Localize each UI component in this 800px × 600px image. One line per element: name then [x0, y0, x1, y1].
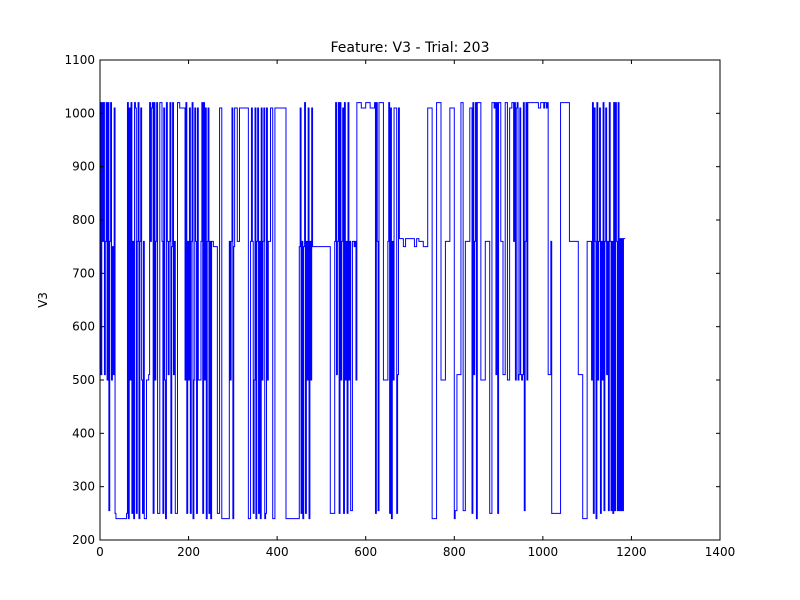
y-tick-label: 700	[72, 266, 95, 280]
y-axis-label: V3	[36, 292, 50, 308]
y-tick-label: 500	[72, 373, 95, 387]
plot-frame	[99, 59, 721, 541]
x-tick-label: 200	[177, 545, 200, 559]
y-tick-label: 400	[72, 426, 95, 440]
x-tick-label: 1200	[616, 545, 647, 559]
y-tick-label: 900	[72, 160, 95, 174]
x-tick-label: 400	[266, 545, 289, 559]
x-tick-label: 1000	[528, 545, 559, 559]
x-tick-label: 600	[354, 545, 377, 559]
x-tick-label: 0	[96, 545, 104, 559]
y-tick-label: 200	[72, 533, 95, 547]
y-tick-label: 1000	[64, 106, 95, 120]
y-tick-label: 300	[72, 480, 95, 494]
y-tick-label: 1100	[64, 53, 95, 67]
x-tick-label: 800	[443, 545, 466, 559]
series-layer	[100, 102, 626, 520]
series-line-v3	[100, 102, 626, 520]
y-tick-label: 800	[72, 213, 95, 227]
ticks-layer: 0 200 400 600 800 1000 1200 1400200300400500600…	[64, 53, 735, 559]
y-tick-label: 600	[72, 320, 95, 334]
x-tick-label: 1400	[705, 545, 736, 559]
chart-title: Feature: V3 - Trial: 203	[330, 40, 489, 56]
